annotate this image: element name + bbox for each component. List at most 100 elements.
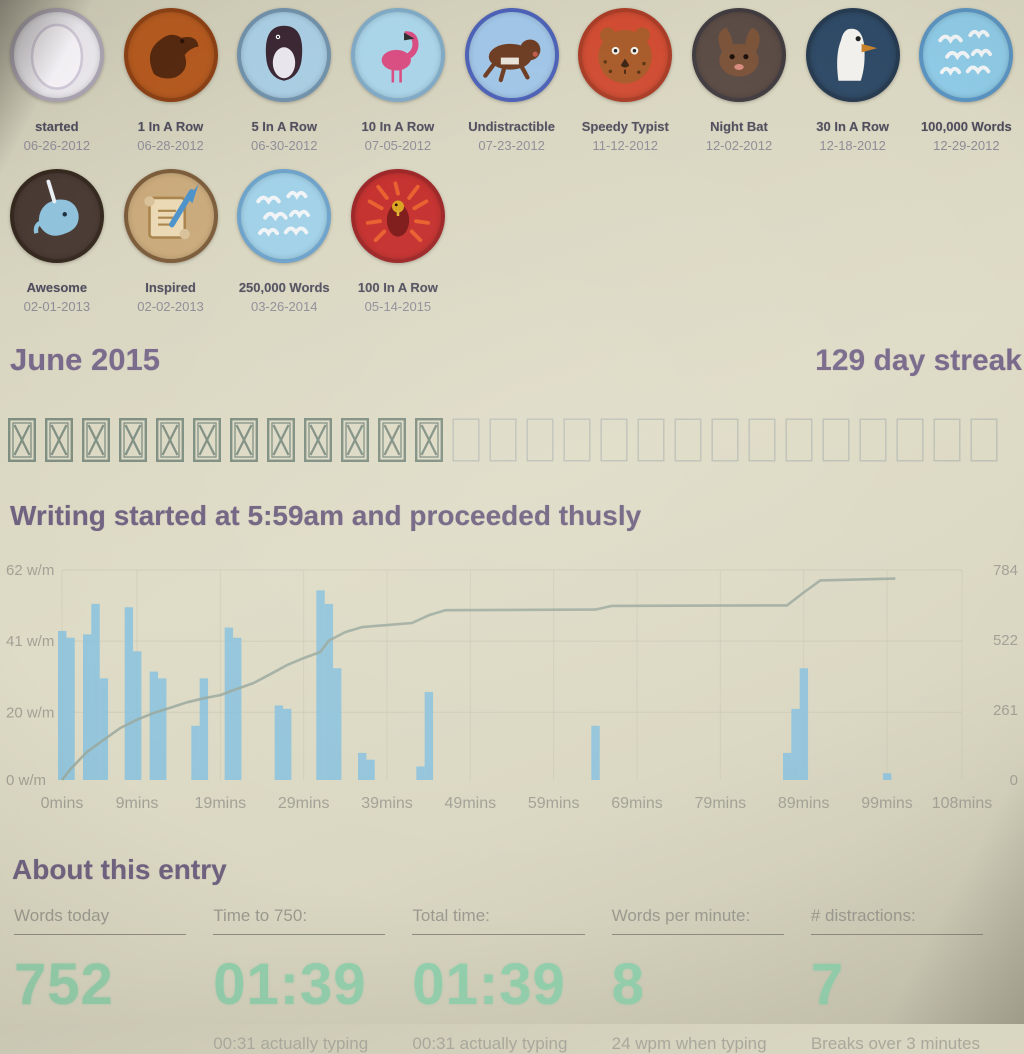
stat-label: Words today xyxy=(14,906,187,935)
badge-date: 06-30-2012 xyxy=(250,138,318,153)
badge-label: 30 In A Row xyxy=(816,119,890,134)
calendar-day-empty[interactable] xyxy=(822,418,850,462)
stat-label: Total time: xyxy=(412,906,585,935)
calendar-day-checked[interactable] xyxy=(119,418,147,462)
calendar-day-empty[interactable] xyxy=(637,418,665,462)
calendar-day-empty[interactable] xyxy=(970,418,998,462)
calendar-day-empty[interactable] xyxy=(526,418,554,462)
badge-label: Inspired xyxy=(145,280,196,295)
svg-text:49mins: 49mins xyxy=(445,795,497,812)
badges-section: started 06-26-2012 1 In A Row 06-28-2012 5 I… xyxy=(0,0,1024,314)
calendar-day-checked[interactable] xyxy=(8,418,36,462)
stat-subtext: 24 wpm when typing xyxy=(611,1034,767,1053)
svg-text:89mins: 89mins xyxy=(778,795,830,812)
calendar-day-checked[interactable] xyxy=(156,418,184,462)
badge-label: Undistractible xyxy=(468,119,555,134)
stat-label: # distractions: xyxy=(810,906,983,935)
badge-date: 06-26-2012 xyxy=(23,138,91,153)
calendar-day-empty[interactable] xyxy=(489,418,517,462)
svg-text:19mins: 19mins xyxy=(195,795,247,812)
svg-text:69mins: 69mins xyxy=(611,795,663,812)
calendar-day-empty[interactable] xyxy=(600,418,628,462)
badge-30-in-a-row[interactable]: 30 In A Row 12-18-2012 xyxy=(796,8,910,153)
calendar-day-empty[interactable] xyxy=(674,418,702,462)
calendar-day-grid xyxy=(0,418,1024,462)
calendar-day-checked[interactable] xyxy=(45,418,73,462)
badge-label: Speedy Typist xyxy=(581,119,669,134)
month-header: June 2015 129 day streak xyxy=(0,342,1024,378)
calendar-day-checked[interactable] xyxy=(193,418,221,462)
badge-100-in-a-row[interactable]: 100 In A Row 05-14-2015 xyxy=(341,169,455,314)
calendar-day-empty[interactable] xyxy=(563,418,591,462)
penguin-icon xyxy=(237,8,332,102)
calendar-day-checked[interactable] xyxy=(304,418,332,462)
badge-inspired[interactable]: Inspired 02-02-2013 xyxy=(114,169,228,314)
badge-label: 250,000 Words xyxy=(238,280,330,295)
badge-label: started xyxy=(35,119,79,134)
badge-250-000-words[interactable]: 250,000 Words 03-26-2014 xyxy=(227,169,341,314)
stat-value: 7 xyxy=(810,952,845,1017)
svg-text:108mins: 108mins xyxy=(932,795,992,812)
stat-value: 8 xyxy=(611,952,645,1017)
badge-started[interactable]: started 06-26-2012 xyxy=(0,8,114,153)
flamingo-icon xyxy=(350,8,445,102)
stat-value: 752 xyxy=(14,952,114,1017)
svg-text:59mins: 59mins xyxy=(528,795,580,812)
stat-words-per-minute: Words per minute: 8 24 wpm when typing xyxy=(611,906,811,1054)
badge-date: 12-29-2012 xyxy=(933,138,1000,153)
wpm-chart: 62 w/m 41 w/m 20 w/m 0 w/m 784 522 261 0 0mins 9m… xyxy=(0,556,1024,824)
badge-label: 5 In A Row xyxy=(251,119,317,134)
svg-text:0 w/m: 0 w/m xyxy=(6,772,46,789)
svg-text:0: 0 xyxy=(1010,772,1018,789)
badge-awesome[interactable]: Awesome 02-01-2013 xyxy=(0,169,114,314)
flock-icon xyxy=(237,169,332,263)
calendar-day-checked[interactable] xyxy=(378,418,406,462)
badge-speedy-typist[interactable]: Speedy Typist 11-12-2012 xyxy=(568,8,682,153)
svg-text:41 w/m: 41 w/m xyxy=(6,633,54,650)
badge-1-in-a-row[interactable]: 1 In A Row 06-28-2012 xyxy=(114,8,228,153)
calendar-day-empty[interactable] xyxy=(711,418,739,462)
badge-date: 06-28-2012 xyxy=(137,138,204,153)
svg-text:9mins: 9mins xyxy=(116,795,159,812)
flock-icon xyxy=(919,8,1014,102)
egg-icon xyxy=(9,8,104,102)
stat-words-today: Words today 752 xyxy=(14,906,213,1054)
badge-night-bat[interactable]: Night Bat 12-02-2012 xyxy=(682,8,796,153)
chart-heading: Writing started at 5:59am and proceeded … xyxy=(10,500,642,531)
badge-date: 12-02-2012 xyxy=(705,138,773,153)
calendar-day-empty[interactable] xyxy=(859,418,887,462)
calendar-day-empty[interactable] xyxy=(785,418,813,462)
phoenix-icon xyxy=(350,169,445,263)
stat-value: 01:39 xyxy=(412,952,566,1017)
calendar-day-checked[interactable] xyxy=(267,418,295,462)
calendar-day-empty[interactable] xyxy=(896,418,924,462)
calendar-day-checked[interactable] xyxy=(230,418,258,462)
calendar-day-empty[interactable] xyxy=(933,418,961,462)
badge-label: 100 In A Row xyxy=(357,280,438,295)
badge-5-in-a-row[interactable]: 5 In A Row 06-30-2012 xyxy=(227,8,341,153)
stat-subtext: Breaks over 3 minutes xyxy=(810,1034,980,1053)
svg-text:99mins: 99mins xyxy=(861,795,913,812)
calendar-day-empty[interactable] xyxy=(452,418,480,462)
entry-stats-row: Words today 752 Time to 750: 01:39 00:31 act… xyxy=(0,906,1024,1054)
stat-distractions: # distractions: 7 Breaks over 3 minutes xyxy=(810,906,1010,1054)
badge-date: 05-14-2015 xyxy=(364,299,432,314)
badge-100-000-words[interactable]: 100,000 Words 12-29-2012 xyxy=(910,8,1024,153)
badge-10-in-a-row[interactable]: 10 In A Row 07-05-2012 xyxy=(341,8,455,153)
badge-undistractible[interactable]: Undistractible 07-23-2012 xyxy=(455,8,569,153)
badge-row-2: Awesome 02-01-2013 Inspired 02-02-2013 250,0… xyxy=(0,169,1024,314)
svg-text:39mins: 39mins xyxy=(361,795,413,812)
badge-date: 07-23-2012 xyxy=(478,138,545,153)
badge-date: 03-26-2014 xyxy=(250,299,318,314)
streak-label: 129 day streak xyxy=(815,344,1022,377)
calendar-day-checked[interactable] xyxy=(341,418,369,462)
calendar-day-checked[interactable] xyxy=(415,418,443,462)
calendar-day-empty[interactable] xyxy=(748,418,776,462)
badge-row-1: started 06-26-2012 1 In A Row 06-28-2012 5 I… xyxy=(0,8,1024,153)
calendar-day-checked[interactable] xyxy=(82,418,110,462)
svg-text:29mins: 29mins xyxy=(278,795,330,812)
badge-label: 100,000 Words xyxy=(920,119,1012,134)
about-heading: About this entry xyxy=(12,854,227,885)
badge-label: Awesome xyxy=(26,280,88,295)
stat-label: Words per minute: xyxy=(611,906,784,935)
